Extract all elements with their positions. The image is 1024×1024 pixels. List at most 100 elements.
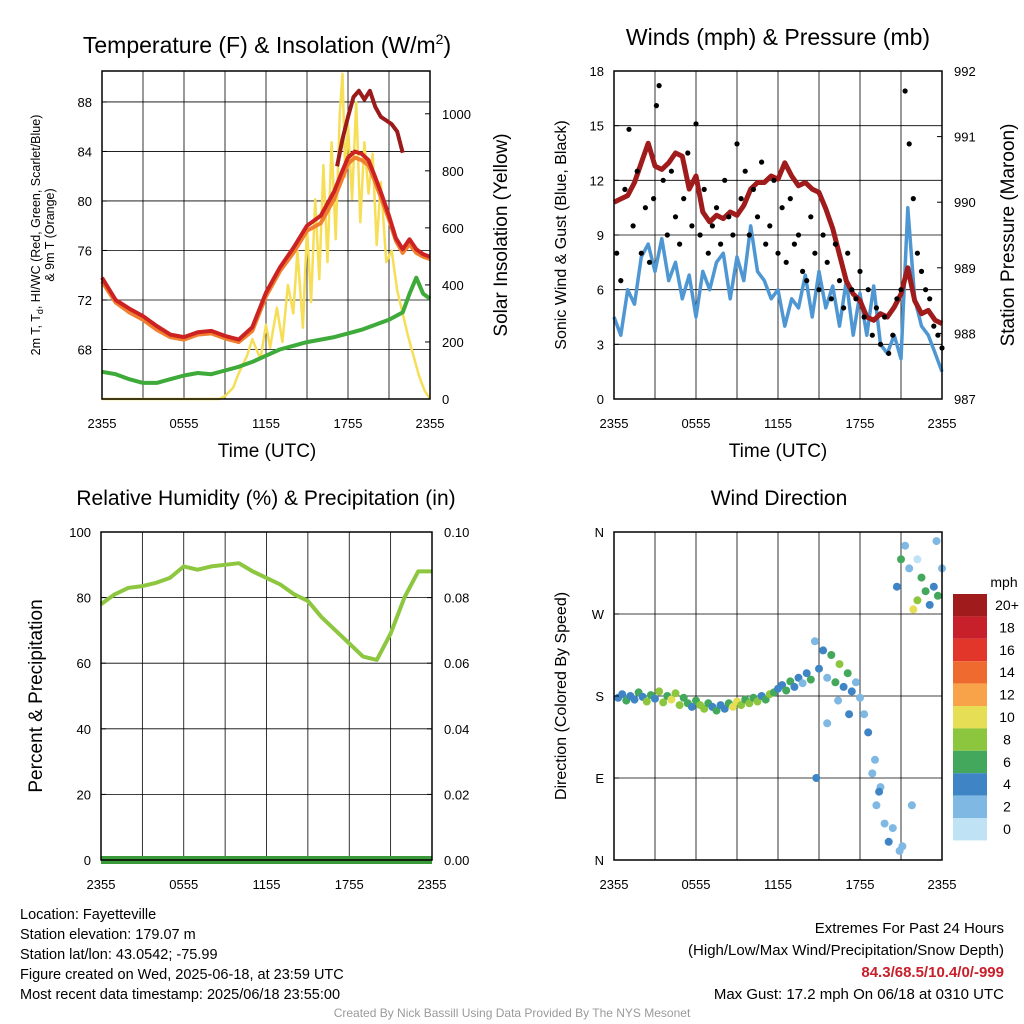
- gust-point: [677, 241, 683, 247]
- wind-x-axis-label: Time (UTC): [729, 441, 828, 462]
- direction-point: [810, 637, 819, 646]
- wind-direction-x-tick-label: 1155: [764, 877, 792, 892]
- wind-direction-x-tick-label: 2355: [928, 877, 957, 892]
- temperature-y2-right-tick-label: 0: [442, 392, 449, 407]
- speed-color-legend: mph 20+ 18 16 14 12 10 8 6 4 2 0: [953, 574, 1019, 841]
- humidity-y2-right-tick-label: 0.04: [444, 722, 469, 737]
- wind-y2-right-tick-label: 990: [954, 195, 976, 210]
- direction-point: [823, 673, 832, 682]
- gust-point: [697, 232, 703, 238]
- gust-point: [638, 250, 644, 256]
- gust-point: [898, 287, 904, 293]
- dewpoint-line: [101, 275, 432, 385]
- direction-point: [856, 693, 864, 702]
- gust-point: [824, 259, 830, 265]
- gust-point: [713, 205, 720, 211]
- direction-point: [909, 605, 918, 614]
- legend-swatch: [953, 616, 987, 639]
- direction-point: [884, 837, 893, 846]
- max-gust-text: Max Gust: 17.2 mph On 06/18 at 0310 UTC: [713, 986, 1004, 1003]
- gust-point: [865, 287, 871, 293]
- direction-point: [839, 682, 848, 691]
- wind-left-tick-label: 6: [597, 283, 604, 298]
- extremes-title: Extremes For Past 24 Hours: [814, 920, 1004, 937]
- humidity-x-tick-label: 1755: [335, 877, 364, 892]
- direction-point: [655, 687, 664, 696]
- temperature-x-tick-label: 2355: [88, 416, 117, 431]
- gust-point: [701, 186, 707, 192]
- temperature-y2-axis-label: Solar Insolation (Yellow): [491, 133, 512, 336]
- wind-direction-left-tick-label: N: [595, 853, 604, 868]
- humidity-x-tick-label: 0555: [169, 877, 198, 892]
- temperature-y-axis-label: 2m T, Td, HI/WC (Red, Green, Scarlet/Blu…: [29, 115, 57, 356]
- wind-left-tick-label: 12: [590, 173, 604, 188]
- humidity-x-tick-label: 2355: [418, 877, 447, 892]
- gust-point: [845, 250, 851, 256]
- gust-point: [931, 323, 937, 329]
- direction-point: [782, 686, 791, 695]
- gust-point: [626, 126, 632, 132]
- gust-point: [656, 83, 662, 89]
- direction-point: [720, 704, 729, 713]
- direction-point: [868, 769, 877, 778]
- gust-point: [804, 278, 810, 284]
- pressure-line: [612, 140, 944, 326]
- direction-point: [907, 801, 916, 810]
- gust-point: [738, 196, 744, 202]
- wind-direction-x-tick-label: 2355: [600, 877, 629, 892]
- humidity-left-tick-label: 60: [77, 656, 91, 671]
- extremes-values: 84.3/68.5/10.4/0/-999: [861, 964, 1004, 981]
- gust-point: [927, 296, 933, 302]
- wind-direction-panel-title: Wind Direction: [711, 487, 848, 510]
- wind-y-axis-label: Sonic Wind & Gust (Blue, Black): [553, 120, 570, 349]
- gust-point: [832, 241, 839, 247]
- legend-swatch: [953, 683, 987, 706]
- direction-point: [898, 842, 907, 851]
- temperature-x-tick-label: 2355: [416, 416, 445, 431]
- direction-point: [905, 564, 914, 573]
- humidity-x-tick-label: 2355: [87, 877, 116, 892]
- direction-point: [864, 728, 873, 737]
- gust-point: [718, 241, 724, 247]
- wind-direction-y-axis-label: Direction (Colored By Speed): [553, 592, 570, 800]
- gust-point: [660, 177, 666, 183]
- wind-panel: Winds (mph) & Pressure (mb) 2355 0555 1155…: [553, 24, 1019, 462]
- direction-point: [892, 582, 901, 591]
- station-info: Location: Fayetteville Station elevation…: [20, 905, 344, 1005]
- humidity-left-tick-label: 20: [77, 787, 91, 802]
- gust-point: [681, 196, 687, 202]
- gust-point: [914, 250, 921, 256]
- gust-point: [816, 287, 822, 293]
- gust-point: [787, 196, 793, 202]
- direction-point: [845, 710, 854, 719]
- direction-point: [618, 690, 627, 699]
- direction-point: [806, 675, 815, 684]
- humidity-left-tick-label: 100: [69, 525, 91, 540]
- gust-point: [722, 177, 728, 183]
- humidity-panel-title: Relative Humidity (%) & Precipitation (i…: [76, 487, 455, 510]
- elevation-text: Station elevation: 179.07 m: [20, 927, 196, 943]
- gust-point: [754, 214, 761, 220]
- gust-point: [902, 88, 908, 94]
- humidity-left-tick-label: 0: [84, 853, 91, 868]
- humidity-y-axis-label: Percent & Precipitation: [26, 599, 47, 792]
- direction-point: [687, 702, 696, 711]
- gust-point: [828, 296, 834, 302]
- humidity-left-tick-label: 40: [77, 722, 91, 737]
- temperature-left-tick-label: 80: [78, 194, 92, 209]
- gust-point: [685, 150, 691, 156]
- direction-point: [843, 669, 852, 678]
- direction-point: [700, 704, 709, 713]
- legend-swatch: [953, 706, 987, 729]
- wind-x-tick-label: 0555: [682, 416, 711, 431]
- gust-point: [634, 168, 640, 174]
- gust-point: [795, 232, 802, 238]
- gust-point: [614, 250, 620, 256]
- legend-swatch: [953, 728, 987, 751]
- solar-line: [102, 72, 432, 401]
- temperature-left-tick-label: 72: [78, 293, 92, 308]
- direction-point: [737, 701, 746, 710]
- gust-point: [791, 241, 798, 247]
- gust-point: [767, 223, 773, 229]
- gust-point: [882, 314, 888, 320]
